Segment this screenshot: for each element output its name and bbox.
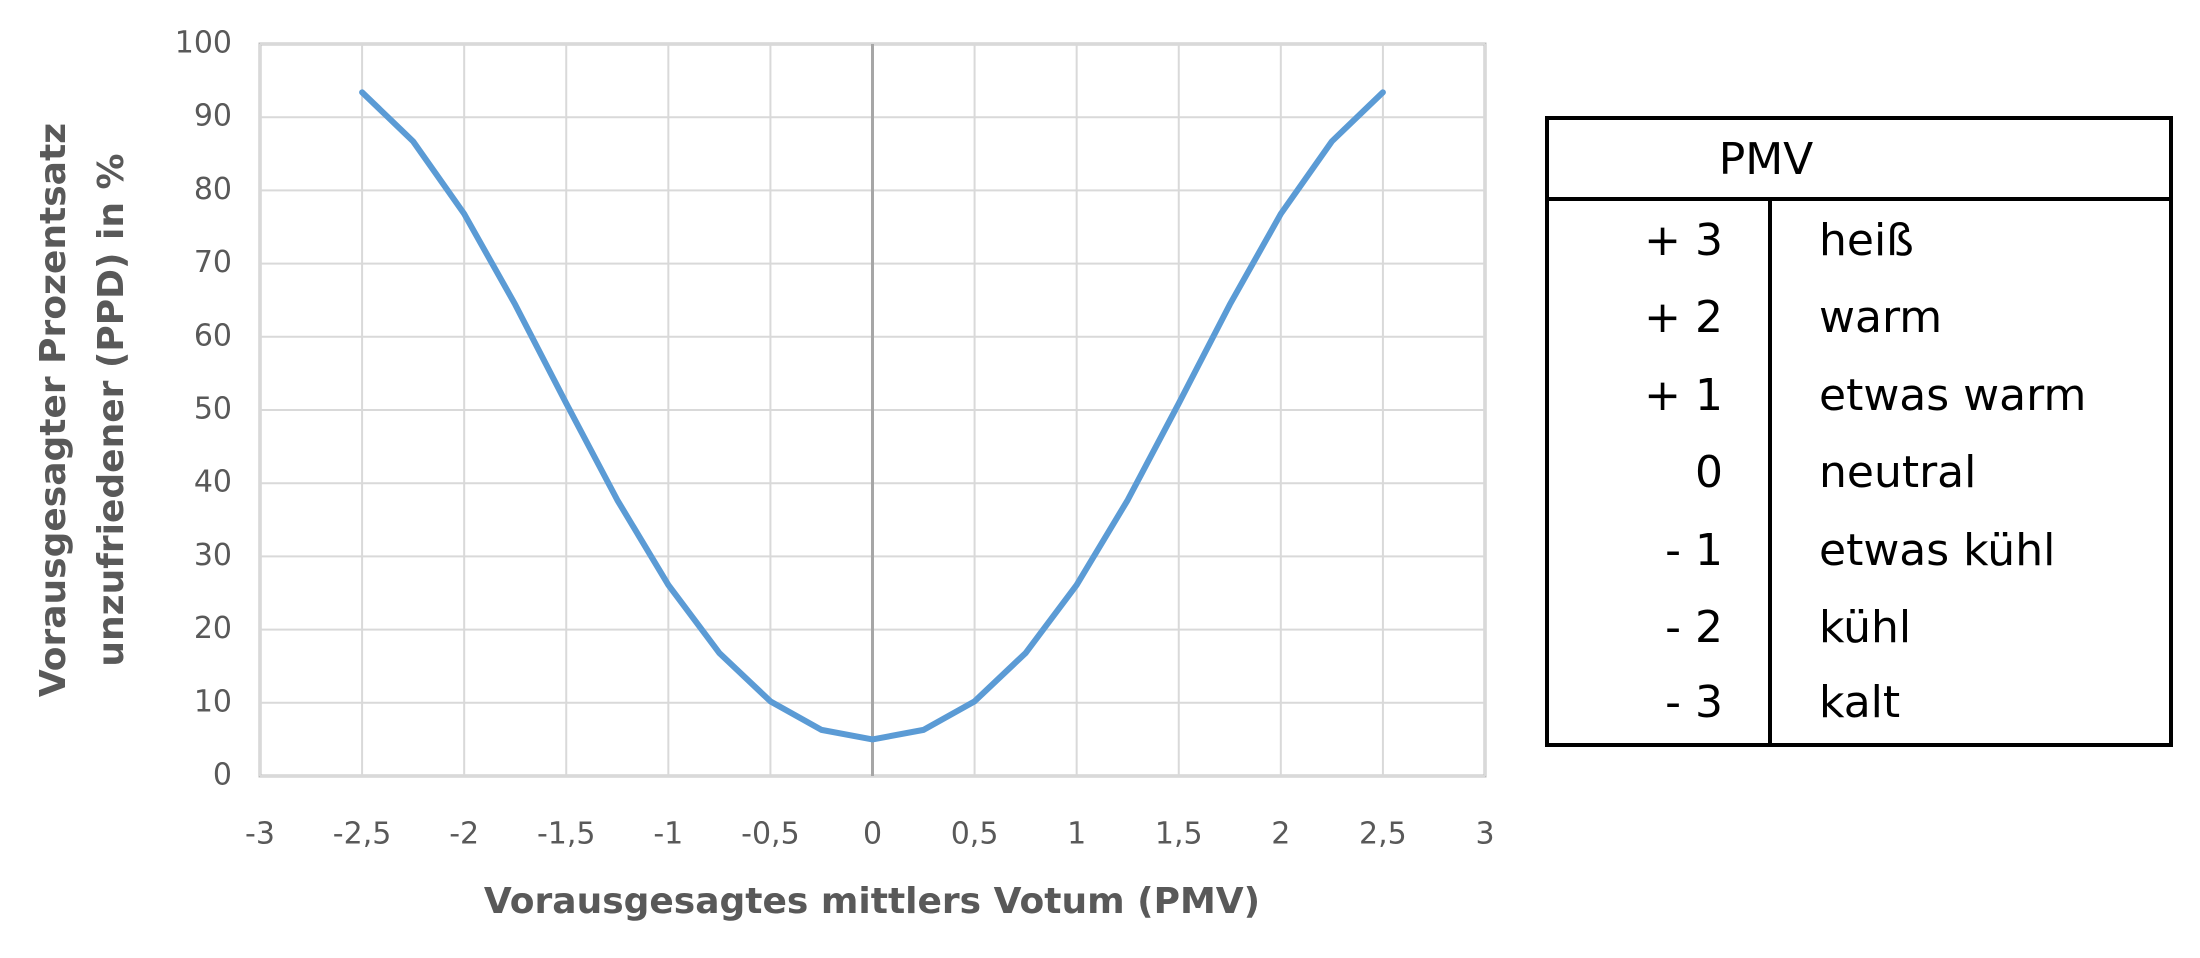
table-label: kalt — [1819, 677, 1900, 728]
y-axis-title: Vorausgesagter Prozentsatz unzufriedener… — [33, 123, 132, 697]
y-tick-label: 20 — [194, 611, 232, 646]
table-value: + 1 — [1644, 370, 1723, 421]
table-value: - 2 — [1665, 602, 1723, 653]
x-tick-label: 2,5 — [1359, 817, 1407, 852]
x-tick-label: 1 — [1067, 817, 1086, 852]
table-label: etwas warm — [1819, 370, 2086, 421]
x-tick-label: 2 — [1271, 817, 1290, 852]
y-axis-title-line: Vorausgesagter Prozentsatz — [33, 123, 74, 697]
y-axis-title-line: unzufriedener (PPD) in % — [91, 153, 132, 666]
table-frame — [1545, 116, 2173, 747]
x-tick-label: 0 — [863, 817, 882, 852]
x-tick-label: -1 — [653, 817, 683, 852]
table-value: + 3 — [1644, 215, 1723, 266]
y-tick-label: 10 — [194, 684, 232, 719]
table-label: kühl — [1819, 602, 1911, 653]
x-tick-label: -2,5 — [333, 817, 392, 852]
y-tick-label: 40 — [194, 465, 232, 500]
y-tick-label: 70 — [194, 245, 232, 280]
table-label: etwas kühl — [1819, 525, 2055, 576]
table-label: warm — [1819, 292, 1942, 343]
x-tick-label: -1,5 — [537, 817, 596, 852]
table-label: neutral — [1819, 447, 1976, 498]
table-label: heiß — [1819, 215, 1914, 266]
x-tick-label: 1,5 — [1155, 817, 1203, 852]
x-tick-label: 0,5 — [951, 817, 999, 852]
y-tick-label: 50 — [194, 392, 232, 427]
x-tick-label: 3 — [1475, 817, 1494, 852]
y-tick-label: 30 — [194, 538, 232, 573]
y-tick-label: 80 — [194, 172, 232, 207]
y-tick-label: 0 — [213, 758, 232, 793]
table-value: + 2 — [1644, 292, 1723, 343]
y-tick-label: 60 — [194, 318, 232, 353]
series-line — [359, 89, 1386, 743]
y-tick-label: 90 — [194, 99, 232, 134]
x-tick-label: -3 — [245, 817, 275, 852]
legend-table: PMV — [1545, 116, 2173, 747]
x-tick-label: -0,5 — [741, 817, 800, 852]
table-value: 0 — [1695, 447, 1723, 498]
table-value: - 1 — [1665, 525, 1723, 576]
x-axis-title: Vorausgesagtes mittlers Votum (PMV) — [484, 881, 1260, 922]
table-value: - 3 — [1665, 677, 1723, 728]
x-tick-label: -2 — [449, 817, 479, 852]
y-tick-label: 100 — [175, 26, 232, 61]
table-header: PMV — [1719, 134, 1814, 185]
